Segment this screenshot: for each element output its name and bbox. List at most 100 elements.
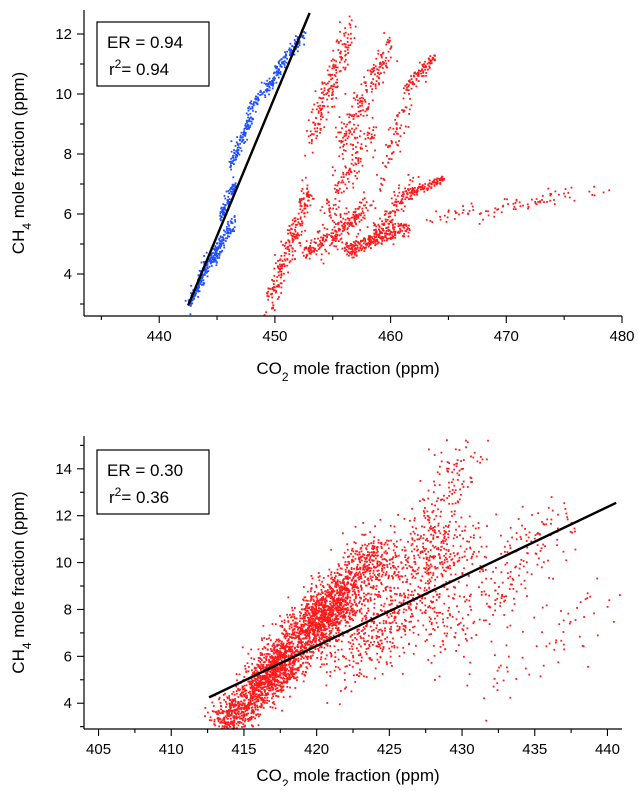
data-point (217, 246, 219, 248)
data-point (345, 571, 347, 573)
data-point (343, 592, 345, 594)
data-point (237, 707, 239, 709)
data-point (337, 630, 339, 632)
data-point (350, 33, 352, 35)
data-point (400, 225, 402, 227)
data-point (324, 604, 326, 606)
data-point (335, 184, 337, 186)
data-point (421, 75, 423, 77)
data-point (303, 192, 305, 194)
data-point (331, 602, 333, 604)
data-point (393, 231, 395, 233)
data-point (273, 288, 275, 290)
data-point (407, 194, 409, 196)
data-point (335, 191, 337, 193)
data-point (248, 703, 250, 705)
data-point (222, 203, 224, 205)
data-point (320, 656, 322, 658)
data-point (326, 235, 328, 237)
data-point (352, 159, 354, 161)
data-point (223, 699, 225, 701)
data-point (403, 132, 405, 134)
data-point (368, 246, 370, 248)
data-point (390, 231, 392, 233)
data-point (284, 622, 286, 624)
data-point (358, 106, 360, 108)
data-point (334, 74, 336, 76)
data-point (353, 131, 355, 133)
data-point (227, 199, 229, 201)
data-point (310, 242, 312, 244)
data-point (272, 689, 274, 691)
data-point (244, 685, 246, 687)
data-point (390, 57, 392, 59)
data-point (281, 287, 283, 289)
data-point (206, 264, 208, 266)
data-point (227, 713, 229, 715)
data-point (278, 275, 280, 277)
data-point (409, 81, 411, 83)
data-point (274, 286, 276, 288)
data-point (294, 651, 296, 653)
data-point (221, 216, 223, 218)
data-point (425, 81, 427, 83)
data-point (370, 593, 372, 595)
data-point (403, 87, 405, 89)
data-point (344, 247, 346, 249)
data-point (224, 711, 226, 713)
data-point (397, 116, 399, 118)
data-point (318, 112, 320, 114)
data-point (354, 37, 356, 39)
data-point (310, 625, 312, 627)
data-point (347, 64, 349, 66)
data-point (375, 207, 377, 209)
data-point (485, 210, 487, 212)
data-point (340, 182, 342, 184)
data-point (264, 684, 266, 686)
data-point (349, 613, 351, 615)
data-point (361, 103, 363, 105)
data-point (229, 726, 231, 728)
data-point (420, 186, 422, 188)
data-point (389, 37, 391, 39)
data-point (342, 532, 344, 534)
data-point (541, 199, 543, 201)
data-point (352, 594, 354, 596)
data-point (397, 195, 399, 197)
data-point (424, 61, 426, 63)
data-point (239, 721, 241, 723)
data-point (391, 143, 393, 145)
data-point (336, 208, 338, 210)
data-point (349, 121, 351, 123)
data-point (513, 203, 515, 205)
data-point (315, 123, 317, 125)
data-point (353, 124, 355, 126)
data-point (565, 188, 567, 190)
data-point (413, 76, 415, 78)
data-point (245, 127, 247, 129)
data-point (323, 263, 325, 265)
data-point (422, 72, 424, 74)
data-point (331, 232, 333, 234)
data-point (394, 237, 396, 239)
data-point (346, 187, 348, 189)
data-point (375, 241, 377, 243)
data-point (237, 143, 239, 145)
data-point (398, 192, 400, 194)
data-point (342, 158, 344, 160)
data-point (355, 252, 357, 254)
data-point (250, 100, 252, 102)
data-point (424, 183, 426, 185)
data-point (284, 60, 286, 62)
data-point (423, 191, 425, 193)
data-point (273, 669, 275, 671)
data-point (329, 617, 331, 619)
data-point (252, 118, 254, 120)
data-point (321, 206, 323, 208)
data-point (224, 231, 226, 233)
data-point (383, 224, 385, 226)
data-point (404, 85, 406, 87)
data-point (344, 619, 346, 621)
data-point (227, 715, 229, 717)
data-point (233, 163, 235, 165)
